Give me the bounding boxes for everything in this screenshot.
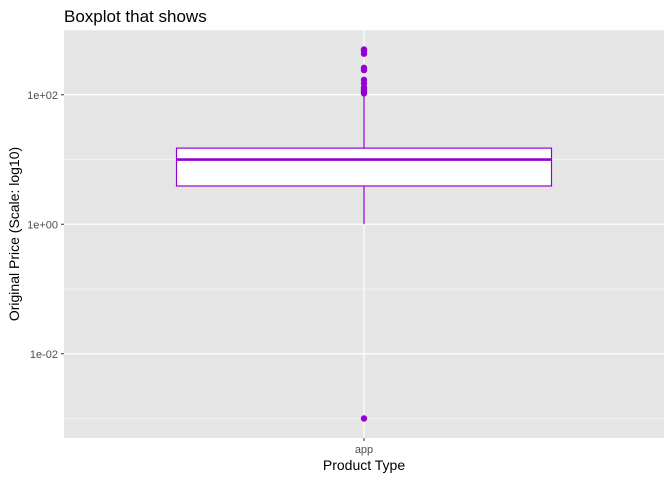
y-tick-label: 1e-02 [30, 349, 58, 361]
outlier-point [360, 415, 368, 422]
outlier-point [360, 46, 368, 53]
box-iqr [175, 147, 553, 187]
x-axis-title: Product Type [323, 457, 405, 473]
outlier-point [360, 64, 368, 72]
y-tick-label: 1e+00 [27, 219, 58, 231]
x-tick-label: app [355, 444, 373, 456]
y-axis-title: Original Price (Scale: log10) [6, 147, 22, 321]
y-tick-label: 1e+02 [27, 90, 58, 102]
tick-layer: 1e-02 1e+00 1e+02 app [27, 90, 373, 456]
outlier-layer [360, 46, 368, 422]
box-layer [175, 94, 553, 225]
chart-title: Boxplot that shows [64, 7, 207, 26]
outlier-point [360, 76, 368, 84]
